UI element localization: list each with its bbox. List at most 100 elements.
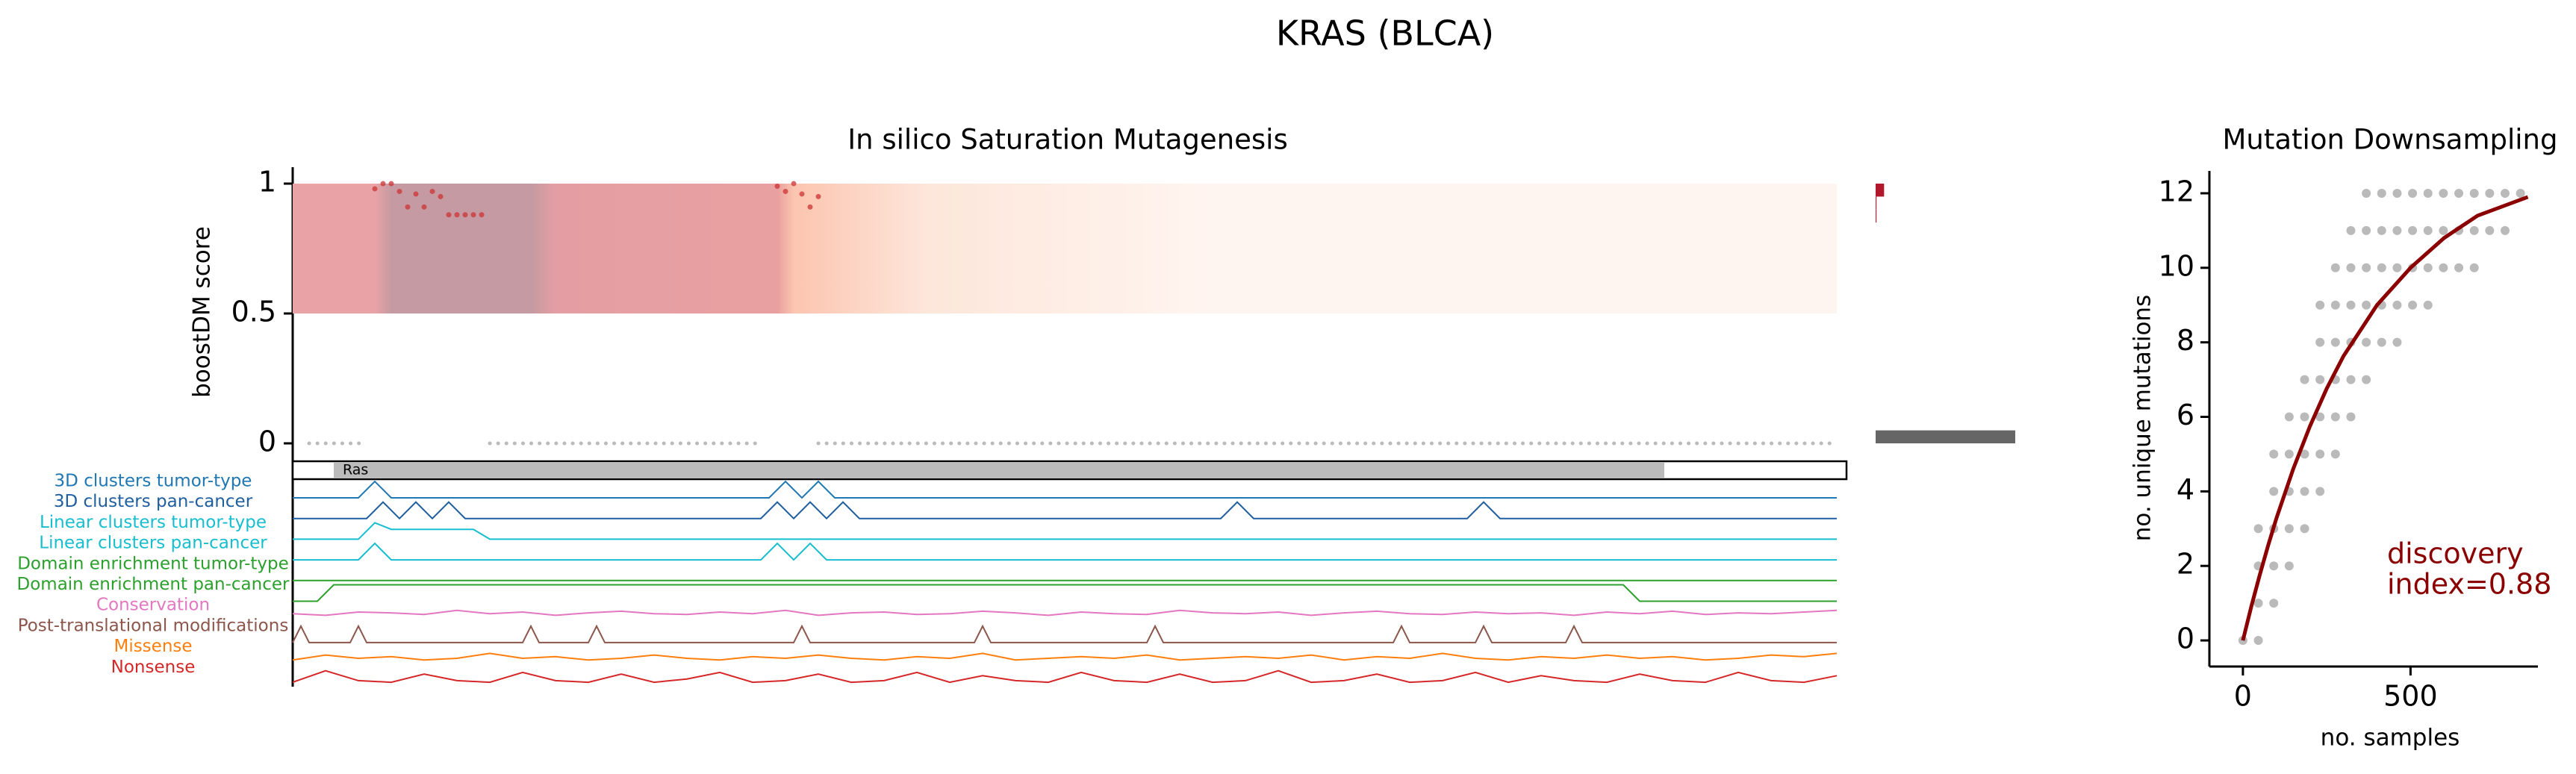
y-tick-label: 0 [2177,622,2194,655]
sample-point [2423,300,2433,310]
sample-point [2300,449,2309,459]
sample-point [2300,375,2309,384]
sample-point [2330,300,2340,310]
y-tick-label: 0 [258,425,276,458]
sample-point [2392,188,2402,198]
mutation-point [388,181,394,187]
track-line [293,480,1837,499]
y-tick-label: 6 [2177,399,2194,431]
sample-point [2408,225,2418,235]
sample-point [2408,188,2418,198]
mutation-point [413,191,419,197]
mutation-point [421,204,427,210]
track-label: 3D clusters tumor-type [55,472,252,491]
track-line [293,542,1837,561]
mutation-point [774,183,780,189]
sample-point [2469,225,2479,235]
sample-point [2330,412,2340,422]
mutation-point [815,193,821,199]
figure-title: KRAS (BLCA) [1276,13,1494,54]
sample-point [2439,263,2448,272]
sample-point [2315,300,2325,310]
sample-point [2284,561,2294,571]
mutation-point [405,204,411,210]
sample-point [2253,524,2263,534]
sample-point [2469,263,2479,272]
track-label: Domain enrichment pan-cancer [17,575,290,594]
sample-point [2253,636,2263,646]
track-line [292,609,1838,617]
track-line [292,652,1838,661]
sample-point [2392,300,2402,310]
sample-point [2408,300,2418,310]
mutation-point [783,188,788,194]
sample-point [2423,263,2433,272]
mutation-point [372,186,378,192]
sample-point [2346,375,2356,384]
sample-point [2454,188,2464,198]
sample-point [2362,263,2371,272]
y-axis-label: no. unique mutations [2129,295,2156,541]
track-label: Post-translational modifications [18,616,289,635]
sample-point [2469,188,2479,198]
domain-label: Ras [343,462,368,478]
sample-point [2346,300,2356,310]
track-label: Conservation [96,596,210,615]
sample-point [2330,337,2340,347]
sample-point [2501,225,2510,235]
sample-point [2315,375,2325,384]
sample-point [2362,375,2371,384]
y-tick-label: 0.5 [231,296,276,328]
track-label: Domain enrichment tumor-type [17,554,289,573]
sample-point [2377,188,2386,198]
sample-point [2392,225,2402,235]
histogram-bar [1876,184,1885,197]
sample-point [2284,412,2294,422]
mutation-point [380,181,386,187]
sample-point [2485,188,2495,198]
sample-point [2377,263,2386,272]
y-tick-label: 4 [2177,473,2194,506]
x-axis-label: no. samples [2321,725,2460,752]
sample-point [2269,599,2279,608]
sample-point [2300,487,2309,496]
sample-point [2392,337,2402,347]
track-line [293,584,1837,602]
fit-line [2241,195,2529,641]
sample-point [2269,487,2279,496]
y-tick-label: 10 [2159,249,2194,282]
y-axis-label: boostDM score [189,226,216,398]
mutation-point [462,212,468,218]
annotation: discovery [2387,537,2524,570]
mutation-point [438,193,444,199]
sample-point [2284,524,2294,534]
histogram-bar [1876,430,2015,443]
subplot-title: In silico Saturation Mutagenesis [847,124,1287,156]
domain [334,462,1664,478]
sample-point [2439,188,2448,198]
sample-point [2501,188,2510,198]
sample-point [2300,412,2309,422]
annotation: index=0.88 [2387,568,2551,601]
sample-point [2269,561,2279,571]
sample-point [2315,337,2325,347]
sample-point [2315,449,2325,459]
heatmap [293,184,1837,313]
sample-point [2377,337,2386,347]
mutation-point [429,188,435,194]
track-line [292,624,1837,643]
x-tick-label: 0 [2234,680,2252,713]
sample-point [2362,225,2371,235]
y-tick-label: 12 [2159,175,2194,207]
x-tick-label: 500 [2383,680,2438,713]
sample-point [2423,225,2433,235]
sample-point [2392,263,2402,272]
sample-point [2423,188,2433,198]
track-label: Nonsense [111,658,196,677]
sample-point [2362,300,2371,310]
track-label: Linear clusters pan-cancer [39,534,267,553]
sample-point [2315,412,2325,422]
mutation-point [470,212,476,218]
sample-point [2377,225,2386,235]
